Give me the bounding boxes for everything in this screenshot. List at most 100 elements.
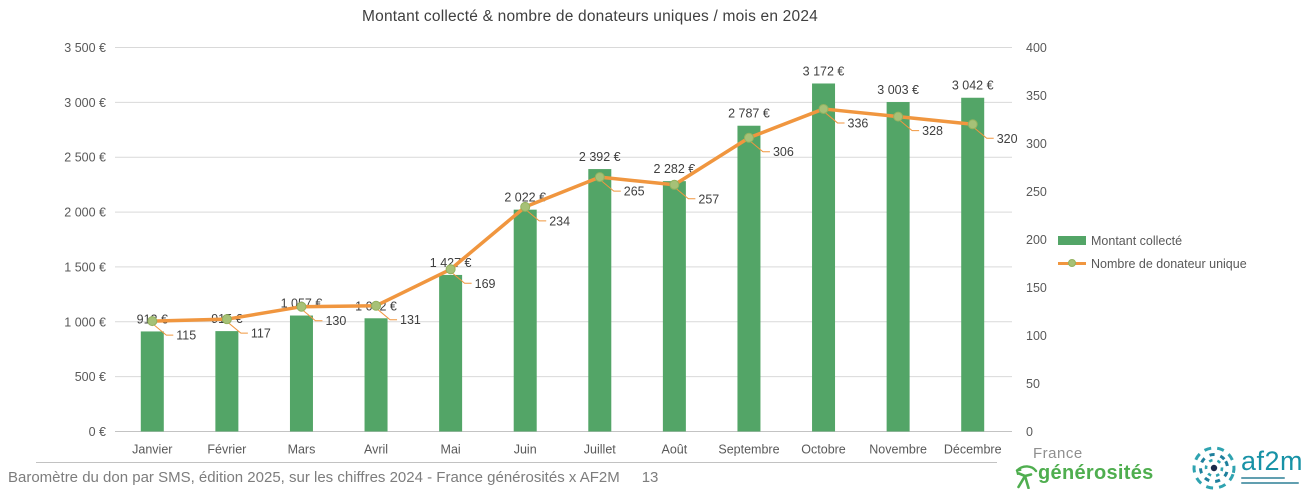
x-axis-category-label: Mai: [441, 443, 461, 457]
data-label-leader-line: [153, 324, 174, 336]
legend-item-montant-collecte: Montant collecté: [1058, 229, 1247, 252]
data-label-leader-line: [825, 112, 845, 124]
right-axis-tick-label: 150: [1026, 281, 1047, 295]
bar-montant-collecte: [961, 97, 985, 432]
x-axis-category-label: Août: [662, 443, 688, 457]
bar-montant-collecte: [140, 331, 164, 432]
bar-value-label: 2 392 €: [579, 150, 621, 164]
bar-montant-collecte: [812, 83, 836, 432]
line-value-label: 265: [624, 185, 645, 199]
data-label-leader-line: [526, 210, 547, 222]
line-value-label: 117: [251, 327, 271, 341]
x-axis-category-label: Septembre: [718, 443, 779, 457]
legend-label-donateur: Nombre de donateur unique: [1091, 256, 1247, 271]
line-marker: [818, 103, 829, 114]
data-label-leader-line: [899, 120, 920, 132]
data-label-leader-line: [452, 272, 472, 284]
line-marker: [594, 172, 605, 183]
line-marker: [669, 179, 680, 190]
data-label-leader-line: [750, 141, 770, 153]
bar-montant-collecte: [886, 102, 910, 432]
bar-montant-collecte: [289, 315, 313, 432]
line-value-label: 234: [549, 214, 570, 228]
legend-item-nombre-donateur: Nombre de donateur unique: [1058, 252, 1247, 275]
line-value-label: 115: [176, 329, 196, 343]
line-value-label: 169: [475, 277, 496, 291]
leaping-figure-icon: [1015, 465, 1038, 489]
bar-montant-collecte: [662, 181, 686, 432]
bar-montant-collecte: [439, 274, 463, 432]
data-label-leader-line: [601, 180, 621, 192]
data-label-leader-line: [974, 127, 994, 139]
bar-value-label: 3 003 €: [877, 83, 919, 97]
line-nombre-donateurs: [150, 107, 975, 323]
right-axis-tick-label: 200: [1026, 233, 1047, 247]
line-marker: [371, 300, 382, 311]
line-value-label: 131: [400, 313, 421, 327]
right-axis-tick-label: 400: [1026, 41, 1047, 55]
left-axis-tick-label: 3 500 €: [64, 41, 106, 55]
right-axis-tick-label: 300: [1026, 137, 1047, 151]
bar-montant-collecte: [364, 318, 388, 432]
bar-montant-collecte: [737, 125, 761, 432]
data-label-leader-line: [377, 309, 398, 321]
line-value-label: 328: [922, 124, 943, 138]
bar-montant-collecte: [513, 209, 537, 432]
data-label-leader-line: [228, 322, 248, 334]
line-value-label: 306: [773, 145, 794, 159]
footer-divider: [36, 462, 997, 463]
line-marker: [147, 316, 158, 327]
right-axis-tick-label: 350: [1026, 89, 1047, 103]
legend-bar-swatch-icon: [1058, 236, 1086, 245]
x-axis-category-label: Octobre: [801, 443, 846, 457]
left-axis-tick-label: 3 000 €: [64, 96, 106, 110]
left-axis-tick-label: 500 €: [75, 370, 106, 384]
af2m-circle-icon: [1192, 446, 1236, 490]
line-value-label: 336: [848, 116, 869, 130]
data-label-leader-line: [676, 188, 696, 200]
line-marker: [445, 264, 456, 275]
france-generosites-logo-line2: générosités: [1038, 462, 1154, 484]
x-axis-category-label: Juin: [514, 443, 537, 457]
x-axis-category-label: Décembre: [944, 443, 1002, 457]
page-number: 13: [641, 469, 659, 486]
bar-montant-collecte: [215, 331, 239, 432]
left-axis-tick-label: 1 500 €: [64, 260, 106, 274]
footer-text: Baromètre du don par SMS, édition 2025, …: [8, 469, 620, 486]
af2m-logo: af2m: [1190, 444, 1301, 492]
right-axis-tick-label: 250: [1026, 185, 1047, 199]
line-marker: [967, 119, 978, 130]
line-marker: [221, 314, 232, 325]
x-axis-category-label: Mars: [288, 443, 316, 457]
line-value-label: 257: [698, 192, 719, 206]
af2m-logo-text: af2m: [1241, 446, 1301, 476]
x-axis-category-label: Janvier: [132, 443, 172, 457]
bar-value-label: 3 042 €: [952, 79, 994, 93]
line-value-label: 320: [997, 132, 1018, 146]
bar-value-label: 2 282 €: [654, 162, 696, 176]
x-axis-category-label: Novembre: [869, 443, 927, 457]
france-generosites-logo: France générosités: [1014, 446, 1184, 489]
x-axis-category-label: Juillet: [584, 443, 616, 457]
legend-line-marker-dot: [1068, 259, 1076, 267]
bar-montant-collecte: [588, 169, 612, 432]
right-axis-tick-label: 50: [1026, 377, 1040, 391]
chart-legend: Montant collecté Nombre de donateur uniq…: [1058, 229, 1247, 275]
line-marker: [893, 111, 904, 122]
line-marker: [296, 301, 307, 312]
right-axis-tick-label: 100: [1026, 329, 1047, 343]
left-axis-tick-label: 2 500 €: [64, 151, 106, 165]
left-axis-tick-label: 2 000 €: [64, 206, 106, 220]
bar-value-label: 2 787 €: [728, 107, 770, 121]
bar-value-label: 3 172 €: [803, 64, 845, 78]
footer: Baromètre du don par SMS, édition 2025, …: [8, 469, 658, 486]
line-marker: [743, 132, 754, 143]
right-axis-tick-label: 0: [1026, 425, 1033, 439]
af2m-tagline-line2: [1241, 481, 1299, 484]
legend-label-montant: Montant collecté: [1091, 233, 1183, 248]
france-generosites-logo-line1: France: [1033, 445, 1083, 462]
data-label-leader-line: [303, 310, 323, 322]
x-axis-category-label: Février: [207, 443, 246, 457]
